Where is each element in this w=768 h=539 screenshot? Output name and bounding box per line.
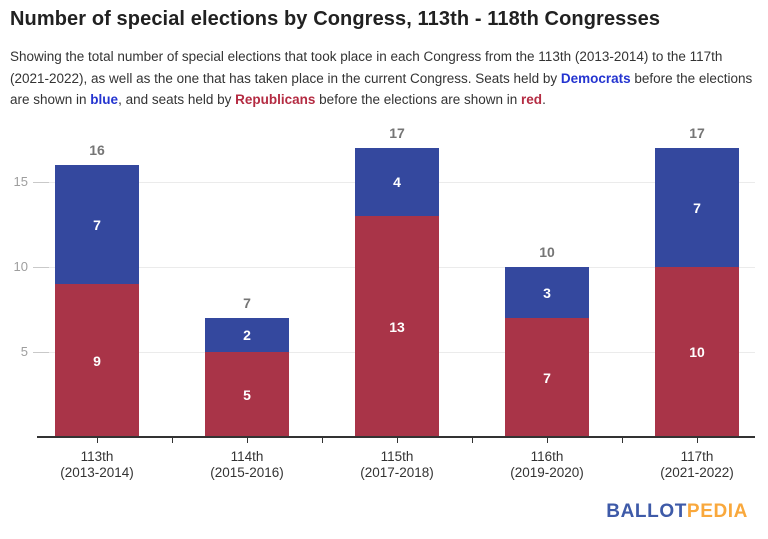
democrat-value-label: 2 [243,327,251,343]
subtitle-text: . [542,92,546,107]
logo-ballot-text: BALLOT [606,501,687,522]
bar-segment-republican: 13 [355,216,439,437]
y-axis-label: 10 [13,259,28,274]
democrat-value-label: 4 [393,174,401,190]
democrat-value-label: 7 [93,216,101,233]
bar-segment-democrat: 7 [55,165,139,284]
category-years: (2017-2018) [360,465,434,480]
y-axis-tick [33,182,49,183]
subtitle-text: , and seats held by [118,92,236,107]
y-axis-label: 15 [13,174,28,189]
logo-pedia-text: PEDIA [686,501,748,522]
subtitle-text: before the elections are shown in [10,70,753,108]
bar-segment-republican: 9 [55,284,139,437]
republicans-word: Republicans [235,92,316,107]
x-axis-category-label: 115th (2017-2018) [322,449,472,481]
x-axis-tick [622,438,623,443]
x-axis-tick [397,438,398,443]
bar-total-label: 17 [689,125,705,141]
bar-total-label: 17 [389,125,405,141]
republican-value-label: 7 [543,369,551,386]
bar-segment-democrat: 2 [205,318,289,352]
x-axis-category-label: 117th (2021-2022) [622,449,768,481]
republican-value-label: 9 [93,352,101,369]
x-axis-tick [472,438,473,443]
bar-segment-democrat: 3 [505,267,589,318]
category-years: (2013-2014) [60,465,134,480]
republican-value-label: 13 [389,318,405,335]
x-axis-tick [172,438,173,443]
category-years: (2019-2020) [510,465,584,480]
subtitle-text: before the elections are shown in [315,92,522,107]
bar-segment-republican: 5 [205,352,289,437]
x-axis-tick [247,438,248,443]
x-axis-tick [322,438,323,443]
democrat-value-label: 3 [543,284,551,301]
x-axis-category-label: 113th (2013-2014) [22,449,172,481]
category-years: (2021-2022) [660,465,734,480]
bar-segment-republican: 7 [505,318,589,437]
blue-word: blue [90,92,119,107]
x-axis-category-label: 114th (2015-2016) [172,449,322,481]
x-axis-line [37,436,755,438]
y-axis-tick [33,352,49,353]
chart-title: Number of special elections by Congress,… [10,8,661,30]
democrats-word: Democrats [560,70,631,86]
category-congress: 115th [380,449,414,464]
category-years: (2015-2016) [210,465,284,480]
category-congress: 116th [530,449,564,464]
category-congress: 114th [230,449,264,464]
category-congress: 117th [680,449,714,464]
red-word: red [521,92,543,107]
x-axis-tick [697,438,698,443]
y-axis-label: 5 [20,344,28,359]
x-axis-tick [97,438,98,443]
democrat-value-label: 7 [693,199,701,216]
x-axis-category-label: 116th (2019-2020) [472,449,622,481]
x-axis-tick [547,438,548,443]
bar-segment-democrat: 4 [355,148,439,216]
bar-total-label: 7 [243,295,251,311]
republican-value-label: 10 [689,344,705,360]
ballotpedia-logo: BALLOTPEDIA [606,501,748,523]
bar-total-label: 16 [89,142,105,158]
bar-segment-democrat: 7 [655,148,739,267]
y-axis-tick [33,267,49,268]
bar-total-label: 10 [539,244,555,260]
republican-value-label: 5 [243,386,251,403]
subtitle-text: Showing the total number of special elec… [10,49,723,86]
category-congress: 113th [80,449,114,464]
chart-subtitle: Showing the total number of special elec… [10,46,762,111]
bar-segment-republican: 10 [655,267,739,437]
